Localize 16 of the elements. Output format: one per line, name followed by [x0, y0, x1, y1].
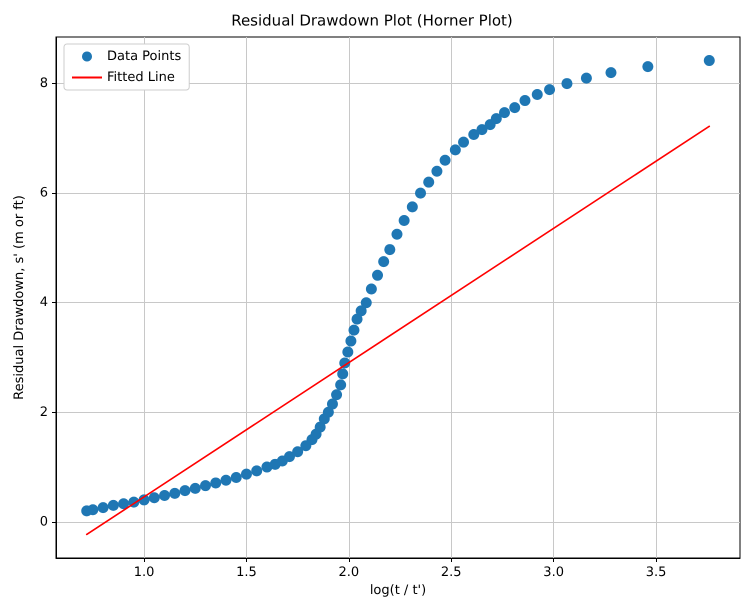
- y-tick-label: 2: [40, 404, 48, 420]
- y-axis-title: Residual Drawdown, s' (m or ft): [12, 195, 27, 400]
- x-tick-label: 2.5: [440, 565, 462, 580]
- x-tick-label: 1.5: [236, 565, 257, 580]
- chart-title: Residual Drawdown Plot (Horner Plot): [231, 12, 513, 30]
- y-tick-label: 6: [40, 186, 48, 201]
- y-tick-label: 0: [40, 514, 48, 530]
- x-tick-label: 1.0: [134, 565, 154, 580]
- x-tick-label: 3.0: [543, 565, 564, 580]
- legend-label: Data Points: [107, 49, 182, 64]
- y-tick-label: 8: [40, 76, 48, 92]
- x-axis-title: log(t / t'): [370, 583, 426, 598]
- legend-label: Fitted Line: [107, 70, 175, 85]
- x-tick-label: 3.5: [646, 565, 666, 580]
- y-tick-label: 4: [40, 295, 48, 310]
- x-tick-label: 2.0: [338, 565, 360, 580]
